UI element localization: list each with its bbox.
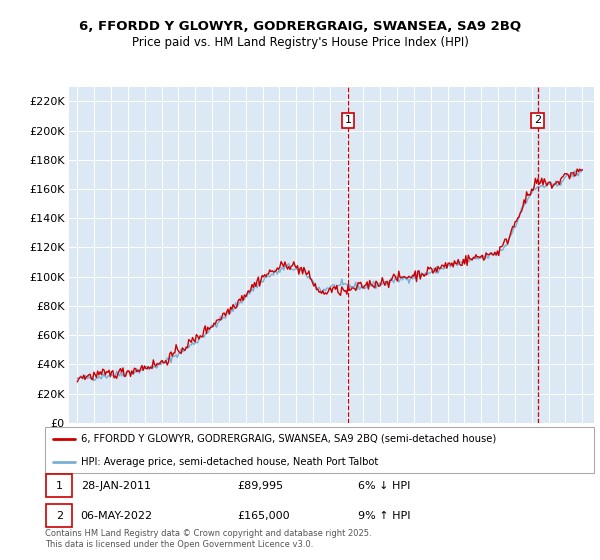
Text: 06-MAY-2022: 06-MAY-2022 [80,511,153,521]
Text: 2: 2 [56,511,63,521]
Text: Contains HM Land Registry data © Crown copyright and database right 2025.
This d: Contains HM Land Registry data © Crown c… [45,529,371,549]
Text: HPI: Average price, semi-detached house, Neath Port Talbot: HPI: Average price, semi-detached house,… [80,457,378,466]
Text: 1: 1 [56,480,63,491]
FancyBboxPatch shape [46,505,73,527]
Text: 6, FFORDD Y GLOWYR, GODRERGRAIG, SWANSEA, SA9 2BQ: 6, FFORDD Y GLOWYR, GODRERGRAIG, SWANSEA… [79,20,521,32]
Text: £89,995: £89,995 [237,480,283,491]
Text: 6% ↓ HPI: 6% ↓ HPI [358,480,410,491]
Text: 9% ↑ HPI: 9% ↑ HPI [358,511,410,521]
FancyBboxPatch shape [46,474,73,497]
Text: 2: 2 [534,115,541,125]
FancyBboxPatch shape [45,427,594,473]
Text: 28-JAN-2011: 28-JAN-2011 [80,480,151,491]
Text: £165,000: £165,000 [237,511,290,521]
Text: Price paid vs. HM Land Registry's House Price Index (HPI): Price paid vs. HM Land Registry's House … [131,36,469,49]
Text: 6, FFORDD Y GLOWYR, GODRERGRAIG, SWANSEA, SA9 2BQ (semi-detached house): 6, FFORDD Y GLOWYR, GODRERGRAIG, SWANSEA… [80,434,496,444]
Text: 1: 1 [344,115,352,125]
